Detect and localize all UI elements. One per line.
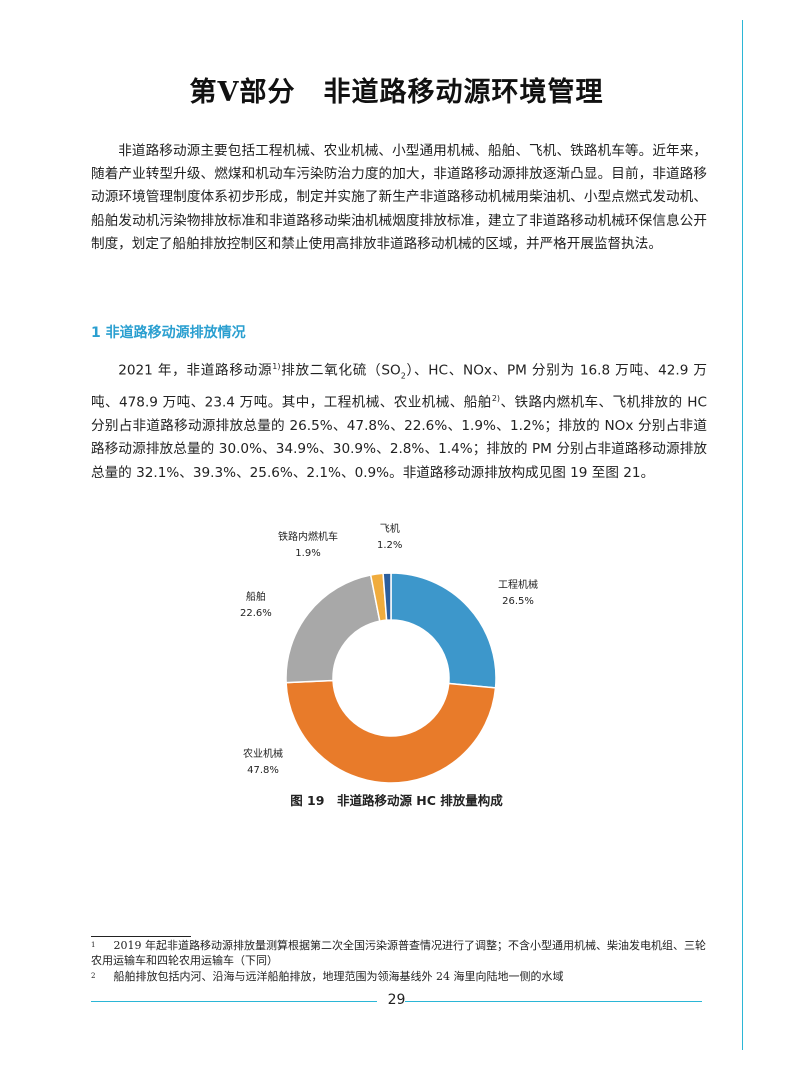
footnote-rule (91, 936, 191, 937)
text: 排放二氧化硫（SO (280, 362, 401, 379)
footer-rule-left (91, 1001, 377, 1002)
intro-paragraph: 非道路移动源主要包括工程机械、农业机械、小型通用机械、船舶、飞机、铁路机车等。近… (91, 143, 707, 252)
footnote-1: 1 2019 年起非道路移动源排放量测算根据第二次全国污染源普查情况进行了调整；不… (91, 939, 706, 967)
label-aircraft: 飞机 1.2% (377, 524, 403, 551)
emissions-paragraph: 2021 年，非道路移动源1)排放二氧化硫（SO2）、HC、NOx、PM 分别为… (91, 355, 707, 485)
slice-船舶 (285, 574, 381, 684)
footer-rule-right (405, 1001, 702, 1002)
text: 2021 年，非道路移动源 (118, 362, 273, 379)
page-title: 第Ⅴ部分 非道路移动源环境管理 (189, 77, 604, 108)
label-rail: 铁路内燃机车 1.9% (278, 532, 338, 559)
page-number: 29 (387, 992, 406, 1008)
text: ）、HC、NOx、PM 分别为 16.8 万吨、42.9 万吨、478.9 万吨… (91, 362, 708, 411)
text: 、铁路内燃机车、飞机排放的 HC 分别占非道路移动源排放总量的 26.5%、47… (91, 394, 707, 481)
label-agriculture: 农业机械 47.8% (243, 749, 283, 776)
footnote-2: 2 船舶排放包括内河、沿海与远洋船舶排放，地理范围为领海基线外 24 海里向陆地一… (91, 970, 564, 983)
slice-飞机 (382, 572, 392, 621)
label-construction: 工程机械 26.5% (498, 580, 538, 607)
footnote-ref: 1) (272, 362, 281, 371)
slice-工程机械 (390, 572, 497, 689)
subscript: 2 (400, 371, 406, 381)
slice-农业机械 (285, 679, 497, 784)
label-ships: 船舶 22.6% (240, 592, 272, 619)
figure-caption: 图 19 非道路移动源 HC 排放量构成 (290, 793, 503, 808)
footnote-ref: 2) (491, 394, 501, 404)
margin-rule (742, 20, 743, 1050)
section-heading: 1 非道路移动源排放情况 (91, 325, 246, 341)
